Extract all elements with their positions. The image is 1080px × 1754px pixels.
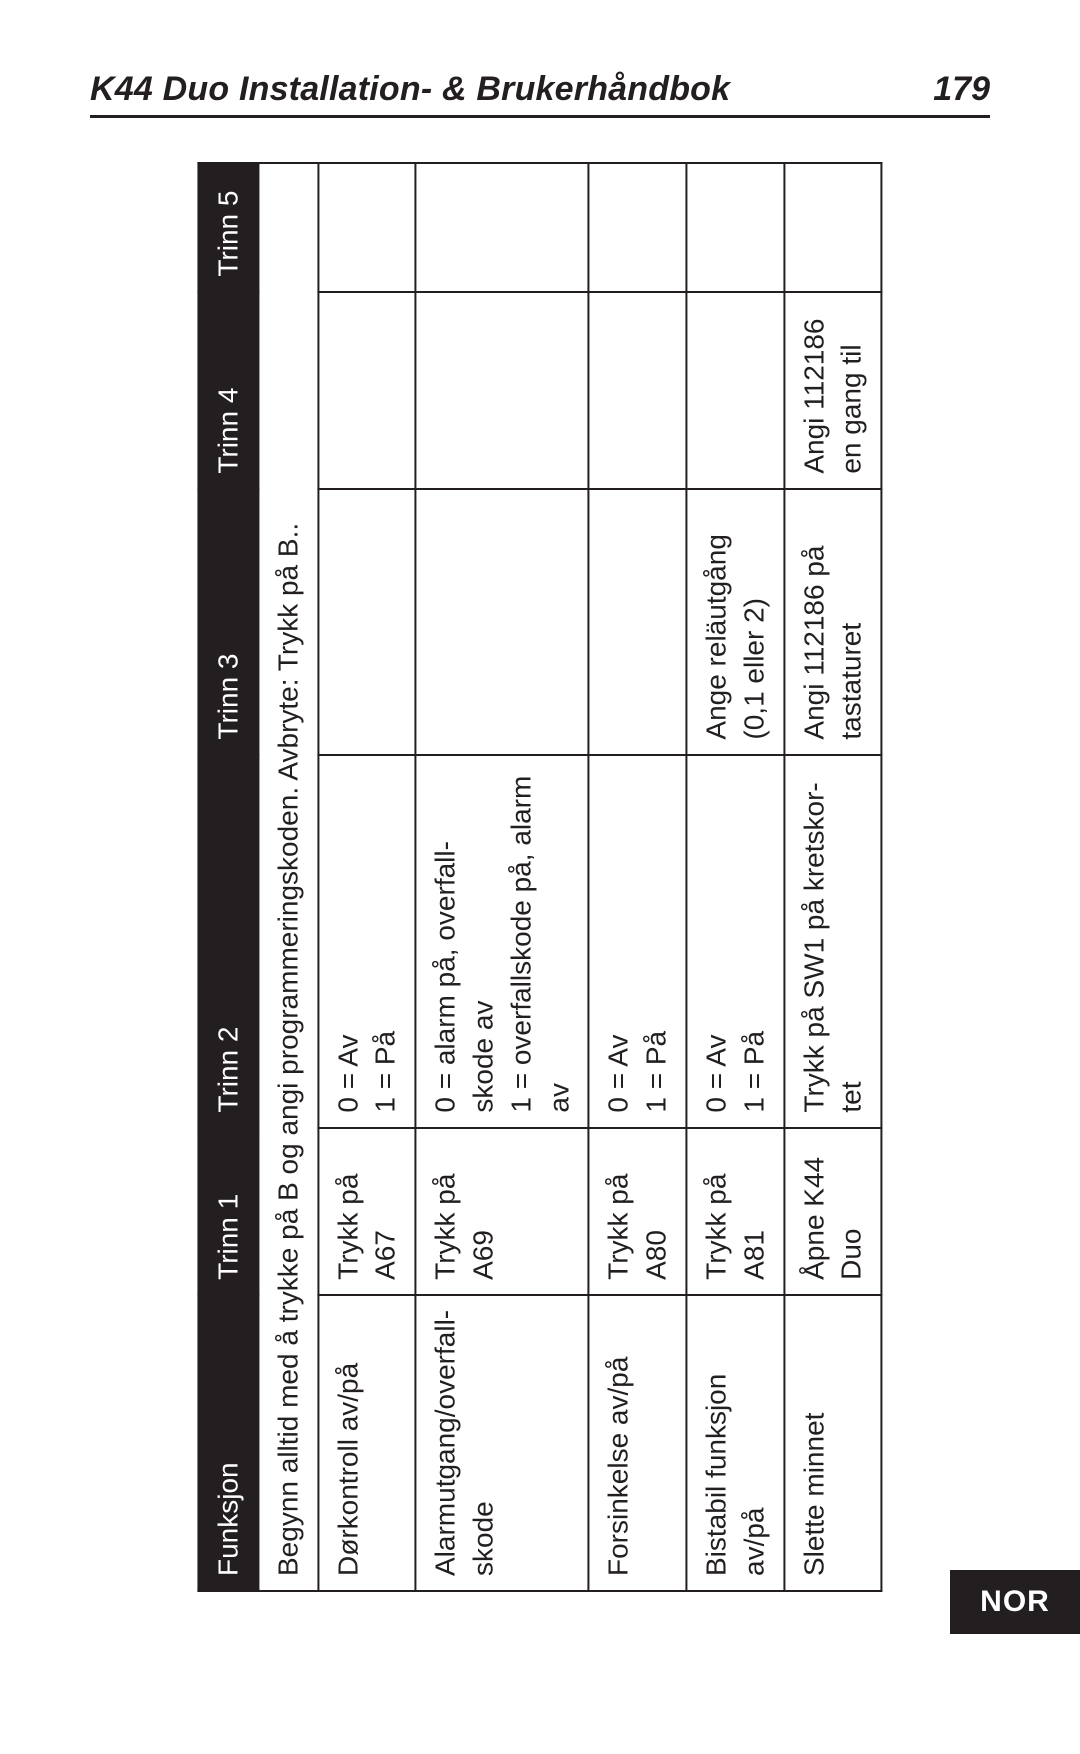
table-header-row: Funksjon Trinn 1 Trinn 2 Trinn 3 Trinn 4…	[198, 163, 258, 1591]
table-caption-row: Begynn alltid med å trykke på B og angi …	[258, 163, 318, 1591]
cell-t4	[686, 292, 784, 489]
table-caption: Begynn alltid med å trykke på B og angi …	[258, 163, 318, 1591]
cell-t3: Ange reläutgång (0,1 eller 2)	[686, 489, 784, 755]
cell-t2: 0 = alarm på, overfall-skode av1 = overf…	[416, 755, 589, 1128]
cell-t3	[318, 489, 416, 755]
cell-t2: 0 = Av1 = På	[589, 755, 687, 1128]
table-container: Begynn alltid med å trykke på B og angi …	[197, 162, 882, 1592]
col-header-trinn4: Trinn 4	[198, 292, 258, 489]
col-header-trinn1: Trinn 1	[198, 1128, 258, 1295]
cell-func: Alarmutgang/overfall-skode	[416, 1295, 589, 1591]
cell-t5	[589, 163, 687, 292]
col-header-funksjon: Funksjon	[198, 1295, 258, 1591]
table-row: Dørkontroll av/på Trykk på A67 0 = Av1 =…	[318, 163, 416, 1591]
programming-table: Begynn alltid med å trykke på B og angi …	[197, 162, 882, 1592]
col-header-trinn5: Trinn 5	[198, 163, 258, 292]
table-row: Forsinkelse av/på Trykk på A80 0 = Av1 =…	[589, 163, 687, 1591]
cell-t3	[589, 489, 687, 755]
cell-t5	[686, 163, 784, 292]
cell-t3: Angi 112186 på tastaturet	[784, 489, 882, 755]
cell-t4	[416, 292, 589, 489]
language-tab: NOR	[950, 1570, 1080, 1634]
cell-t5	[318, 163, 416, 292]
cell-t1: Trykk på A67	[318, 1128, 416, 1295]
cell-t5	[784, 163, 882, 292]
cell-t1: Trykk på A81	[686, 1128, 784, 1295]
cell-t4	[589, 292, 687, 489]
page-header: K44 Duo Installation- & Brukerhåndbok 17…	[90, 70, 990, 118]
cell-t2: 0 = Av1 = På	[318, 755, 416, 1128]
cell-t3	[416, 489, 589, 755]
page-title: K44 Duo Installation- & Brukerhåndbok	[90, 70, 730, 109]
col-header-trinn3: Trinn 3	[198, 489, 258, 755]
cell-t4	[318, 292, 416, 489]
cell-t2: Trykk på SW1 på kretskor-tet	[784, 755, 882, 1128]
cell-func: Bistabil funksjon av/på	[686, 1295, 784, 1591]
cell-func: Forsinkelse av/på	[589, 1295, 687, 1591]
cell-t4: Angi 112186 en gang til	[784, 292, 882, 489]
page: K44 Duo Installation- & Brukerhåndbok 17…	[0, 0, 1080, 1754]
cell-func: Slette minnet	[784, 1295, 882, 1591]
table-row: Slette minnet Åpne K44 Duo Trykk på SW1 …	[784, 163, 882, 1591]
table-body: Dørkontroll av/på Trykk på A67 0 = Av1 =…	[318, 163, 882, 1591]
col-header-trinn2: Trinn 2	[198, 755, 258, 1128]
cell-t1: Trykk på A69	[416, 1128, 589, 1295]
cell-t1: Åpne K44 Duo	[784, 1128, 882, 1295]
cell-t5	[416, 163, 589, 292]
table-row: Alarmutgang/overfall-skode Trykk på A69 …	[416, 163, 589, 1591]
cell-t1: Trykk på A80	[589, 1128, 687, 1295]
cell-func: Dørkontroll av/på	[318, 1295, 416, 1591]
cell-t2: 0 = Av1 = På	[686, 755, 784, 1128]
table-row: Bistabil funksjon av/på Trykk på A81 0 =…	[686, 163, 784, 1591]
page-number: 179	[933, 70, 990, 109]
